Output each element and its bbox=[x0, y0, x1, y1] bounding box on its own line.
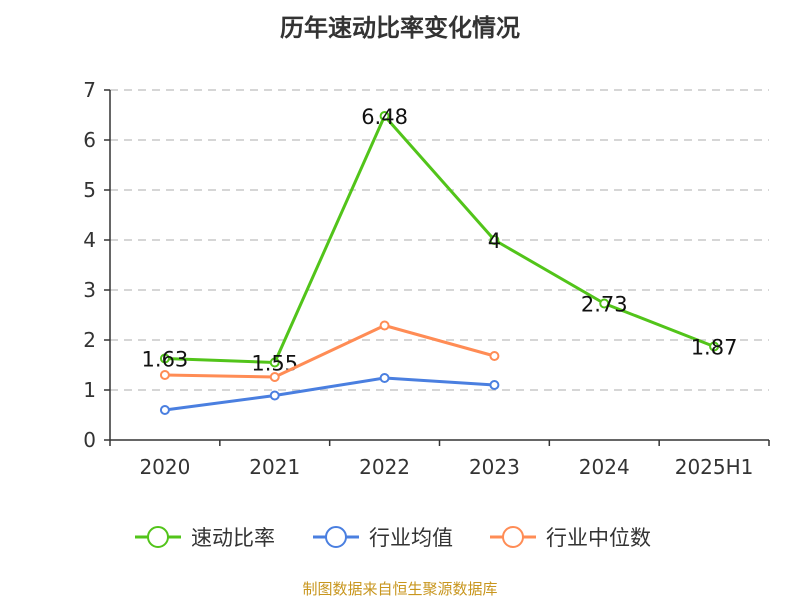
data-point bbox=[599, 298, 610, 309]
y-tick-label: 0 bbox=[83, 428, 96, 452]
x-tick-label: 2025H1 bbox=[675, 455, 754, 479]
y-tick-label: 2 bbox=[83, 328, 96, 352]
x-tick-label: 2023 bbox=[469, 455, 520, 479]
legend-label: 速动比率 bbox=[191, 526, 275, 550]
x-tick-label: 2022 bbox=[359, 455, 410, 479]
data-point bbox=[269, 372, 280, 382]
data-label: 1.87 bbox=[691, 336, 738, 360]
x-tick-label: 2020 bbox=[139, 455, 190, 479]
y-tick-label: 3 bbox=[83, 278, 96, 302]
data-point bbox=[269, 357, 280, 368]
data-point bbox=[379, 111, 390, 121]
data-label: 6.48 bbox=[361, 105, 408, 129]
chart-title: 历年速动比率变化情况 bbox=[280, 14, 520, 42]
data-point bbox=[269, 390, 280, 401]
y-tick-label: 6 bbox=[83, 128, 96, 152]
y-tick-label: 7 bbox=[83, 78, 96, 102]
series-line-2 bbox=[164, 324, 495, 379]
legend-label: 行业中位数 bbox=[546, 526, 651, 550]
data-label: 4 bbox=[488, 229, 501, 253]
data-point bbox=[489, 380, 500, 390]
data-point bbox=[379, 320, 390, 331]
y-tick-label: 1 bbox=[83, 378, 96, 402]
data-point bbox=[379, 373, 390, 383]
legend-marker bbox=[147, 526, 169, 548]
legend-marker bbox=[325, 526, 347, 548]
legend-label: 行业均值 bbox=[369, 526, 453, 550]
data-point bbox=[489, 235, 500, 245]
data-point bbox=[709, 341, 720, 352]
data-label: 1.63 bbox=[142, 348, 189, 372]
source-note: 制图数据来自恒生聚源数据库 bbox=[302, 580, 498, 598]
legend-marker bbox=[502, 526, 524, 548]
y-tick-label: 5 bbox=[83, 178, 96, 202]
x-tick-label: 2021 bbox=[249, 455, 300, 479]
data-label: 1.55 bbox=[251, 352, 298, 376]
data-point bbox=[159, 353, 170, 364]
series-line-1 bbox=[164, 376, 495, 412]
data-point bbox=[159, 370, 170, 380]
x-tick-label: 2024 bbox=[579, 455, 630, 479]
y-tick-label: 4 bbox=[83, 228, 96, 252]
data-point bbox=[489, 351, 500, 361]
data-point bbox=[159, 405, 170, 415]
series-line-0 bbox=[164, 114, 715, 364]
data-label: 2.73 bbox=[581, 293, 628, 317]
